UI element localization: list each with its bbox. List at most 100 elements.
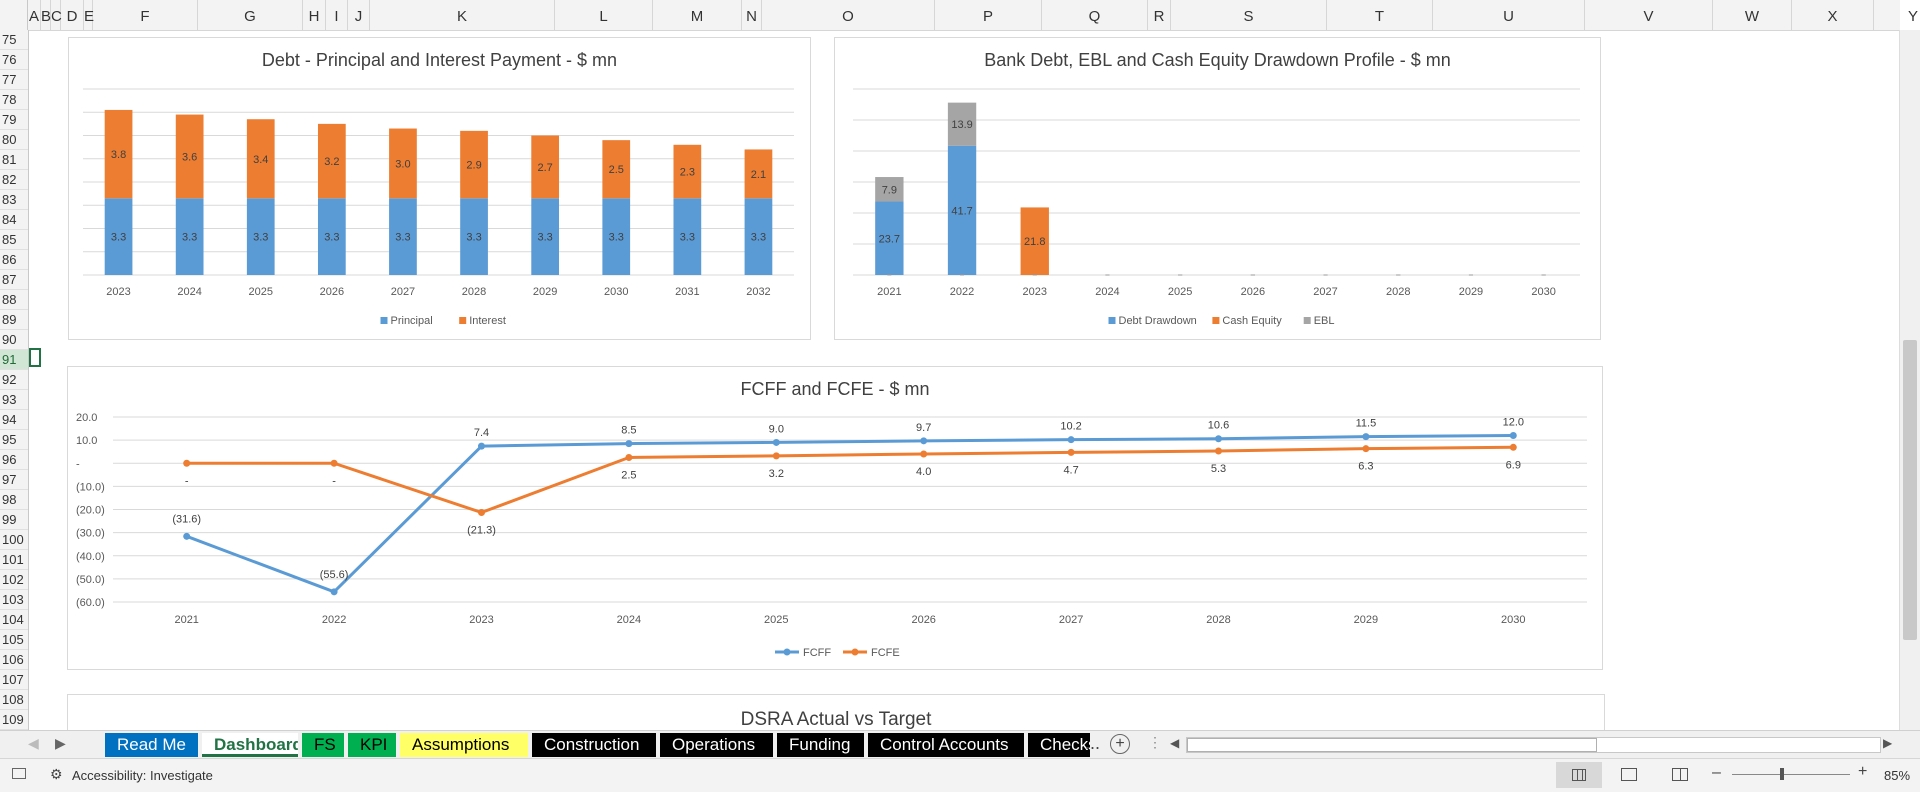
row-header-106[interactable]: 106 — [0, 650, 28, 670]
accessibility-status[interactable]: Accessibility: Investigate — [72, 768, 213, 783]
sheet-tab-control-accounts[interactable]: Control Accounts — [868, 733, 1024, 757]
column-header-k[interactable]: K — [370, 0, 555, 30]
row-header-105[interactable]: 105 — [0, 630, 28, 650]
column-header-f[interactable]: F — [93, 0, 198, 30]
cell-mode-icon[interactable] — [12, 768, 26, 779]
row-header-80[interactable]: 80 — [0, 130, 28, 150]
column-header-d[interactable]: D — [61, 0, 84, 30]
row-header-76[interactable]: 76 — [0, 50, 28, 70]
row-header-102[interactable]: 102 — [0, 570, 28, 590]
zoom-level[interactable]: 85% — [1884, 768, 1911, 783]
row-header-77[interactable]: 77 — [0, 70, 28, 90]
page-layout-view-icon[interactable] — [1621, 768, 1637, 781]
row-header-98[interactable]: 98 — [0, 490, 28, 510]
row-header-81[interactable]: 81 — [0, 150, 28, 170]
row-header-109[interactable]: 109 — [0, 710, 28, 730]
chart-fcff-fcfe[interactable]: FCFF and FCFE - $ mn 20.0 10.0 - (10.0) (20.0… — [67, 366, 1603, 670]
row-header-75[interactable]: 75 — [0, 30, 28, 50]
row-header-79[interactable]: 79 — [0, 110, 28, 130]
row-header-107[interactable]: 107 — [0, 670, 28, 690]
select-all-corner[interactable] — [0, 0, 28, 30]
column-header-q[interactable]: Q — [1042, 0, 1148, 30]
chart-debt-payment[interactable]: Debt - Principal and Interest Payment - … — [68, 37, 811, 340]
zoom-out-icon[interactable]: – — [1712, 764, 1721, 781]
sheet-tab-operations[interactable]: Operations — [660, 733, 773, 757]
hscroll-left-icon[interactable]: ◀ — [1170, 736, 1180, 750]
accessibility-icon[interactable]: ⚙ — [50, 766, 63, 782]
column-header-o[interactable]: O — [762, 0, 935, 30]
horizontal-scrollbar[interactable] — [1186, 737, 1881, 753]
row-header-92[interactable]: 92 — [0, 370, 28, 390]
sheet-tab-assumptions[interactable]: Assumptions — [400, 733, 528, 757]
row-header-104[interactable]: 104 — [0, 610, 28, 630]
chart-drawdown-profile[interactable]: Bank Debt, EBL and Cash Equity Drawdown … — [834, 37, 1601, 340]
row-header-85[interactable]: 85 — [0, 230, 28, 250]
prev-sheet-icon[interactable]: ◀ — [28, 735, 39, 751]
column-header-m[interactable]: M — [653, 0, 742, 30]
sheet-tab-kpi[interactable]: KPI — [348, 733, 396, 757]
column-header-i[interactable]: I — [326, 0, 348, 30]
tab-splitter-icon[interactable]: ⋮ — [1148, 734, 1162, 750]
column-header-y[interactable]: Y — [1874, 0, 1920, 30]
row-header-91[interactable]: 91 — [0, 350, 28, 370]
hscroll-right-icon[interactable]: ▶ — [1883, 736, 1893, 750]
column-header-g[interactable]: G — [198, 0, 303, 30]
row-header-86[interactable]: 86 — [0, 250, 28, 270]
column-header-v[interactable]: V — [1585, 0, 1713, 30]
vertical-scrollbar-thumb[interactable] — [1903, 340, 1917, 640]
row-header-90[interactable]: 90 — [0, 330, 28, 350]
sheet-tab-read-me[interactable]: Read Me — [105, 733, 198, 757]
page-break-view-icon[interactable] — [1672, 768, 1688, 781]
column-header-a[interactable]: A — [28, 0, 41, 30]
row-header-87[interactable]: 87 — [0, 270, 28, 290]
column-header-u[interactable]: U — [1433, 0, 1585, 30]
normal-view-icon[interactable] — [1556, 762, 1602, 788]
data-label-fcff: 11.5 — [1356, 418, 1377, 430]
column-header-b[interactable]: B — [41, 0, 51, 30]
row-header-78[interactable]: 78 — [0, 90, 28, 110]
column-header-x[interactable]: X — [1792, 0, 1874, 30]
row-header-89[interactable]: 89 — [0, 310, 28, 330]
row-header-103[interactable]: 103 — [0, 590, 28, 610]
row-header-88[interactable]: 88 — [0, 290, 28, 310]
row-header-82[interactable]: 82 — [0, 170, 28, 190]
vertical-scrollbar[interactable] — [1899, 30, 1920, 730]
sheet-tab-construction[interactable]: Construction — [532, 733, 656, 757]
row-header-100[interactable]: 100 — [0, 530, 28, 550]
column-header-t[interactable]: T — [1327, 0, 1433, 30]
add-sheet-icon[interactable]: + — [1110, 734, 1130, 754]
column-header-e[interactable]: E — [84, 0, 94, 30]
row-header-101[interactable]: 101 — [0, 550, 28, 570]
column-header-n[interactable]: N — [742, 0, 762, 30]
zoom-slider[interactable] — [1732, 768, 1850, 780]
next-sheet-icon[interactable]: ▶ — [55, 735, 66, 751]
active-cell[interactable] — [29, 348, 41, 367]
row-header-99[interactable]: 99 — [0, 510, 28, 530]
zoom-in-icon[interactable]: + — [1858, 763, 1868, 780]
row-header-97[interactable]: 97 — [0, 470, 28, 490]
column-header-h[interactable]: H — [303, 0, 326, 30]
sheet-tab-checks[interactable]: Checks — [1028, 733, 1090, 757]
row-header-83[interactable]: 83 — [0, 190, 28, 210]
sheet-tab-dashboard[interactable]: Dashboard — [202, 733, 298, 757]
row-header-84[interactable]: 84 — [0, 210, 28, 230]
zoom-slider-handle[interactable] — [1780, 768, 1784, 780]
horizontal-scrollbar-thumb[interactable] — [1187, 738, 1597, 752]
row-header-94[interactable]: 94 — [0, 410, 28, 430]
row-header-95[interactable]: 95 — [0, 430, 28, 450]
sheet-tab-funding[interactable]: Funding — [777, 733, 864, 757]
more-sheets-icon[interactable]: ... — [1085, 733, 1101, 753]
column-header-r[interactable]: R — [1148, 0, 1171, 30]
column-header-l[interactable]: L — [555, 0, 653, 30]
row-header-108[interactable]: 108 — [0, 690, 28, 710]
column-header-p[interactable]: P — [935, 0, 1042, 30]
row-header-96[interactable]: 96 — [0, 450, 28, 470]
sheet-tab-fs[interactable]: FS — [302, 733, 344, 757]
column-header-s[interactable]: S — [1171, 0, 1327, 30]
bar-principal-2029 — [531, 198, 560, 275]
column-header-w[interactable]: W — [1713, 0, 1792, 30]
column-header-c[interactable]: C — [51, 0, 62, 30]
row-header-93[interactable]: 93 — [0, 390, 28, 410]
column-header-j[interactable]: J — [348, 0, 370, 30]
chart-dsra[interactable]: DSRA Actual vs Target — [67, 694, 1605, 734]
